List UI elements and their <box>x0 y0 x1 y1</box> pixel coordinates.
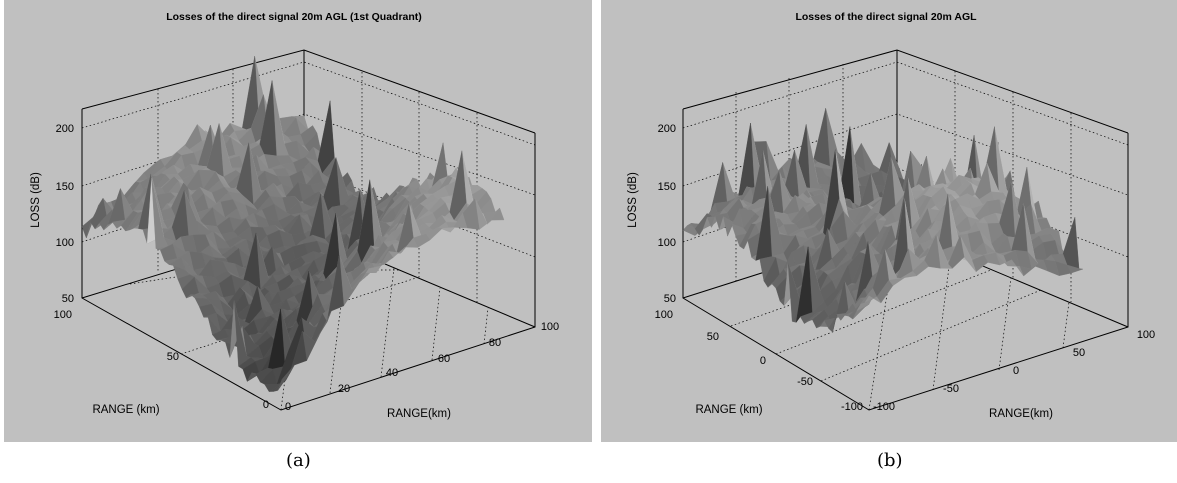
chart-b-ylabel: RANGE (km) <box>695 404 762 416</box>
chart-a-ztick: 200 <box>56 123 74 135</box>
chart-b-ytick: -100 <box>841 401 863 413</box>
chart-panel-b: Losses of the direct signal 20m AGL <box>601 0 1177 442</box>
chart-b-title: Losses of the direct signal 20m AGL <box>795 11 977 23</box>
chart-b-ytick: 50 <box>707 331 719 343</box>
caption-a: (a) <box>286 450 311 471</box>
chart-a-canvas: Losses of the direct signal 20m AGL (1st… <box>30 11 559 420</box>
caption-b: (b) <box>877 450 903 471</box>
chart-a-xlabel: RANGE(km) <box>387 408 451 420</box>
chart-a-ztick: 100 <box>56 237 74 249</box>
chart-a-ytick: 50 <box>167 351 179 363</box>
chart-b-ztick: 200 <box>658 123 676 135</box>
chart-b-xtick: 50 <box>1073 347 1085 359</box>
chart-b-ztick: 150 <box>658 181 676 193</box>
chart-b-canvas: Losses of the direct signal 20m AGL <box>627 11 1155 420</box>
chart-a-ztick: 150 <box>56 181 74 193</box>
chart-a-xtick: 40 <box>386 367 398 379</box>
chart-b-surface <box>682 108 1084 333</box>
chart-b-zlabel: LOSS (dB) <box>627 172 639 228</box>
chart-b-xlabel: RANGE(km) <box>989 408 1053 420</box>
chart-b-xtick: 0 <box>1013 365 1019 377</box>
chart-b-xtick: 100 <box>1137 329 1155 341</box>
chart-a-xtick: 60 <box>438 353 450 365</box>
chart-b-ytick: 0 <box>760 355 766 367</box>
surface-patch <box>277 364 295 391</box>
chart-b-ztick: 50 <box>664 293 676 305</box>
chart-a-ylabel: RANGE (km) <box>92 404 159 416</box>
chart-a-surface <box>81 56 505 392</box>
chart-a-zlabel: LOSS (dB) <box>30 172 42 228</box>
chart-a-xtick: 20 <box>338 383 350 395</box>
chart-b-xtick: -100 <box>873 401 895 413</box>
surface-patch <box>864 295 882 304</box>
chart-a-ytick: 0 <box>263 399 269 411</box>
chart-a-title: Losses of the direct signal 20m AGL (1st… <box>166 11 422 23</box>
chart-a-ytick: 100 <box>54 309 72 321</box>
chart-b-ytick: 100 <box>655 309 673 321</box>
chart-a-ztick: 50 <box>62 293 74 305</box>
chart-a-xtick: 0 <box>285 401 291 413</box>
chart-a-xtick: 80 <box>489 337 501 349</box>
chart-a-xtick: 100 <box>541 321 559 333</box>
chart-panel-a: Losses of the direct signal 20m AGL (1st… <box>4 0 592 442</box>
chart-b-ytick: -50 <box>797 376 813 388</box>
chart-b-ztick: 100 <box>658 237 676 249</box>
chart-b-xtick: -50 <box>943 383 959 395</box>
